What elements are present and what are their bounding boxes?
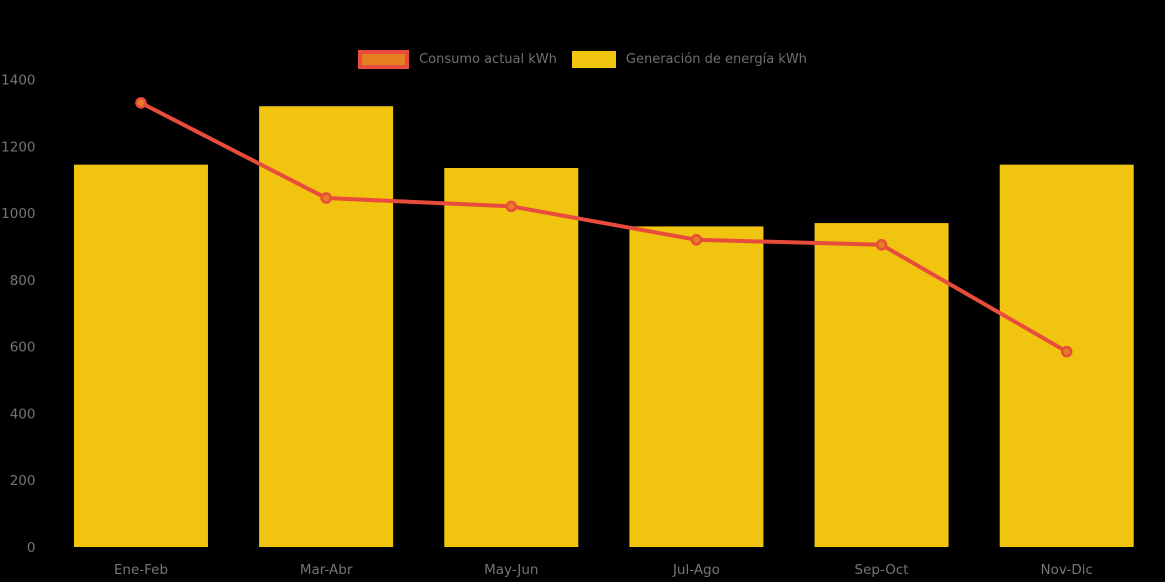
y-axis-tick-label: 1000 <box>1 206 35 222</box>
legend-label-generacion: Generación de energía kWh <box>625 52 807 67</box>
bar-may-jun[interactable] <box>444 167 579 547</box>
x-axis-tick-label: Sep-Oct <box>855 562 909 578</box>
legend: Consumo actual kWh Generación de energía… <box>0 50 1165 69</box>
bar-ene-feb[interactable] <box>73 164 208 547</box>
bar-mar-abr[interactable] <box>259 106 394 547</box>
bar-sep-oct[interactable] <box>814 223 949 547</box>
data-point-nov-dic[interactable] <box>1060 345 1073 358</box>
legend-item-consumo[interactable]: Consumo actual kWh <box>358 50 557 69</box>
y-axis-tick-label: 200 <box>10 473 36 489</box>
x-axis-tick-label: Jul-Ago <box>672 562 720 578</box>
consumo-line-series <box>138 100 1069 354</box>
x-axis-tick-label: Mar-Abr <box>300 562 353 578</box>
data-point-may-jun[interactable] <box>505 200 518 213</box>
bar-jul-ago[interactable] <box>629 226 764 547</box>
data-point-jul-ago[interactable] <box>690 234 703 246</box>
data-point-sep-oct[interactable] <box>875 239 888 251</box>
x-axis-tick-label: Ene-Feb <box>114 562 168 578</box>
legend-label-consumo: Consumo actual kWh <box>419 52 557 67</box>
x-axis-tick-label: May-Jun <box>484 562 538 578</box>
y-axis-tick-label: 600 <box>10 340 36 356</box>
legend-item-generacion[interactable]: Generación de energía kWh <box>571 51 807 68</box>
generacion-legend-swatch-icon <box>571 51 616 68</box>
consumo-legend-swatch-icon <box>358 50 410 69</box>
data-point-mar-abr[interactable] <box>320 192 332 204</box>
data-point-ene-feb[interactable] <box>135 97 147 109</box>
y-axis-tick-label: 800 <box>10 273 36 289</box>
x-axis-tick-label: Nov-Dic <box>1041 562 1093 578</box>
y-axis-tick-label: 400 <box>10 406 36 422</box>
y-axis-tick-label: 1200 <box>1 139 35 155</box>
y-axis-tick-label: 1400 <box>1 73 35 89</box>
y-axis-tick-label: 0 <box>27 540 36 556</box>
